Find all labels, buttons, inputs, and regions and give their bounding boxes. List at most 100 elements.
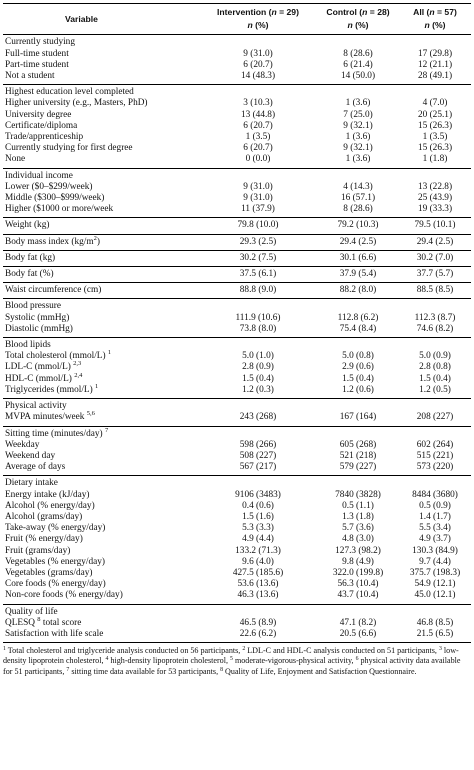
table-row: Middle ($300–$999/week) 9 (31.0) 16 (57.1)…: [3, 193, 471, 204]
control-value: 127.3 (98.2): [335, 545, 381, 556]
row-label: Fruit (grams/day): [3, 546, 199, 557]
all-value: 9.7 (4.4): [419, 556, 451, 567]
intervention-value: 3 (10.3): [243, 98, 273, 109]
control-value: 8 (28.6): [343, 48, 373, 59]
footnote-text: sitting time data available for 53 parti…: [69, 666, 221, 676]
table-section: Individual income Lower ($0–$299/week) 9 (…: [3, 167, 471, 218]
footnote-number: 1: [3, 646, 6, 653]
all-value: 375.7 (198.3): [409, 567, 461, 578]
row-label: Alcohol (% energy/day): [3, 501, 199, 512]
control-value: 8 (28.6): [343, 204, 373, 215]
row-label: Weekday: [3, 440, 199, 451]
section-title-text: Blood pressure: [5, 301, 62, 312]
table-row: Fruit (% energy/day) 4.9 (4.4) 4.8 (3.0) 4.…: [3, 534, 471, 545]
intervention-value: 22.6 (6.2): [199, 628, 317, 644]
table-row: Vegetables (% energy/day) 9.6 (4.0) 9.8 (4…: [3, 557, 471, 568]
row-label: Satisfaction with life scale: [3, 628, 199, 644]
footnote-text: physical activity data available for 51 …: [3, 656, 461, 676]
section-title-row: Highest education level completed: [3, 84, 471, 99]
all-value: 5.5 (3.4): [419, 523, 451, 534]
all-value: 1.5 (0.4): [419, 373, 451, 384]
table-row: Not a student 14 (48.3) 14 (50.0) 28 (49.1): [3, 71, 471, 85]
intervention-value: 79.8 (10.0): [199, 217, 317, 235]
intervention-value: 9 (31.0): [243, 193, 273, 204]
row-label-text: Alcohol (grams/day): [5, 511, 83, 522]
control-value: 1 (3.6): [345, 154, 371, 165]
control-value: 6 (21.4): [343, 59, 373, 70]
all-value: 208 (227): [416, 412, 454, 423]
row-label: Fruit (% energy/day): [3, 534, 199, 545]
row-label-text: Weekend day: [5, 450, 56, 461]
all-value: 20 (25.1): [417, 109, 453, 120]
table-container: Variable Intervention (n = 29) Control (…: [3, 2, 471, 677]
section-title: Individual income: [3, 167, 471, 182]
all-value: 21.5 (6.5): [399, 628, 471, 644]
all-value: 12 (21.1): [417, 59, 453, 70]
intervention-value: 73.8 (8.0): [239, 323, 277, 334]
row-label-text: Fruit (% energy/day): [5, 534, 83, 545]
all-value: 29.4 (2.5): [399, 233, 471, 251]
row-label-text: Non-core foods (% energy/day): [5, 590, 123, 601]
footnote-number: 3: [438, 646, 442, 653]
row-label-text: Weight (kg): [5, 220, 50, 231]
row-label-text: Alcohol (% energy/day): [5, 500, 95, 511]
control-value: 16 (57.1): [340, 193, 376, 204]
footnote-number: 8: [220, 666, 224, 673]
all-value: 15 (26.3): [417, 120, 453, 131]
row-label-text: QLESQ: [5, 617, 38, 628]
section-title: Blood pressure: [3, 298, 471, 313]
section-title: Quality of life: [3, 603, 471, 618]
section-title-row: Blood pressure: [3, 298, 471, 313]
footnote-marker: 7: [104, 426, 109, 434]
row-label-text: Vegetables (grams/day): [5, 567, 93, 578]
intervention-value: 133.2 (71.3): [235, 545, 281, 556]
table-row: Full-time student 9 (31.0) 8 (28.6) 17 (29.…: [3, 49, 471, 60]
row-label-text: Body fat (kg): [5, 252, 56, 263]
intervention-value: 9.6 (4.0): [242, 556, 274, 567]
all-value: 54.9 (12.1): [414, 579, 456, 590]
intervention-value: 508 (227): [239, 450, 277, 461]
footnote-marker: 8: [37, 615, 41, 623]
control-value: 5.7 (3.6): [342, 523, 374, 534]
table-section: Quality of life QLESQ 8 total score 46.5 (…: [3, 603, 471, 644]
section-title: Highest education level completed: [3, 84, 471, 99]
footnote-text: moderate-vigorous-physical activity,: [232, 656, 356, 666]
row-label-text: Satisfaction with life scale: [5, 628, 104, 639]
all-value: 0.5 (0.9): [419, 500, 451, 511]
intervention-value: 9106 (3483): [235, 489, 281, 500]
control-value: 7 (25.0): [343, 109, 373, 120]
intervention-value: 111.9 (10.6): [235, 312, 281, 323]
row-label: Energy intake (kJ/day): [3, 490, 199, 501]
footnote-marker: 2: [93, 234, 97, 242]
control-value: 79.2 (10.3): [317, 217, 399, 235]
table-row: Body mass index (kg/m2) 29.3 (2.5) 29.4 (2…: [3, 233, 471, 251]
row-label-text: Weekday: [5, 439, 40, 450]
table-section: Waist circumference (cm) 88.8 (9.0) 88.2 (…: [3, 282, 471, 299]
row-label-text: Diastolic (mmHg): [5, 323, 73, 334]
row-label-text: Body mass index (kg/m: [5, 236, 94, 247]
table-row: Weekday 598 (266) 605 (268) 602 (264): [3, 440, 471, 451]
all-value: 8484 (3680): [412, 489, 458, 500]
all-value: 2.8 (0.8): [419, 362, 451, 373]
table-row: MVPA minutes/week 5,6 243 (268) 167 (164) 2…: [3, 411, 471, 426]
control-value: 1 (3.6): [345, 98, 371, 109]
table-section: Currently studying Full-time student 9 (31…: [3, 34, 471, 85]
row-label-text: Trade/apprenticeship: [5, 132, 84, 143]
control-value: 2.9 (0.6): [342, 362, 374, 373]
control-value: 4 (14.3): [343, 181, 373, 192]
all-value: 4 (7.0): [422, 98, 448, 109]
section-title-text: Highest education level completed: [5, 87, 134, 98]
footnote-text: LDL-C and HDL-C analysis conducted on 51…: [245, 646, 439, 656]
row-label: Lower ($0–$299/week): [3, 182, 199, 193]
section-title: Blood lipids: [3, 337, 471, 352]
control-value: 0.5 (1.1): [342, 500, 374, 511]
table-footnotes: 1 Total cholesterol and triglyceride ana…: [3, 646, 471, 677]
row-label: Higher ($1000 or more/week: [3, 204, 199, 218]
row-label-text: Systolic (mmHg): [5, 312, 70, 323]
control-value: 9 (32.1): [343, 120, 373, 131]
intervention-value: 9 (31.0): [243, 48, 273, 59]
section-title: Currently studying: [3, 34, 471, 49]
intervention-value: 1.5 (1.6): [242, 511, 274, 522]
table-section: Body mass index (kg/m2) 29.3 (2.5) 29.4 (2…: [3, 233, 471, 251]
row-label-suffix: total score: [40, 617, 82, 628]
